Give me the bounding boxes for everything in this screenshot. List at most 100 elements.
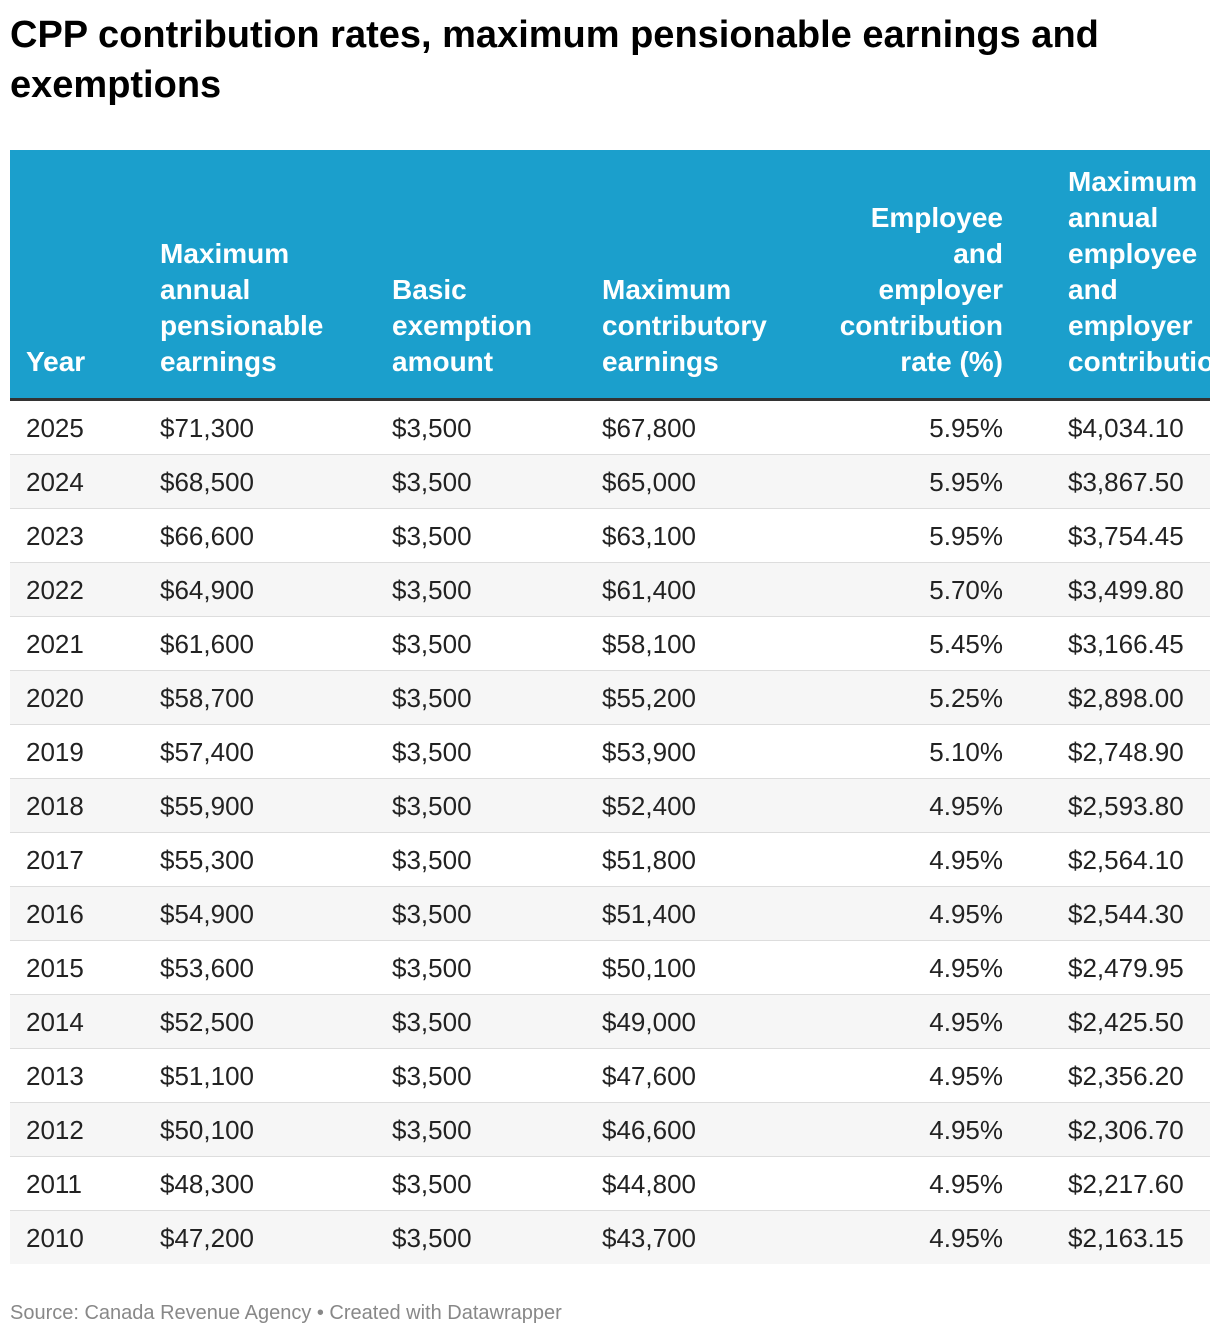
table-cell: $3,500 [392, 629, 472, 659]
table-cell: $51,400 [602, 899, 696, 929]
table-cell: $53,600 [160, 953, 254, 983]
table-cell: $2,163.15 [1068, 1223, 1184, 1253]
table-cell: $55,200 [602, 683, 696, 713]
table-cell: $3,500 [392, 575, 472, 605]
table-row: 2017 $55,300 $3,500 $51,800 4.95% $2,564.10 [10, 833, 1210, 887]
table-row: 2022 $64,900 $3,500 $61,400 5.70% $3,499.80 [10, 563, 1210, 617]
table-cell: 2011 [26, 1169, 82, 1199]
table-cell: $3,499.80 [1068, 575, 1184, 605]
column-header: Maximum annual pensionable earnings [160, 238, 324, 377]
table-cell: $3,500 [392, 467, 472, 497]
table-cell: $43,700 [602, 1223, 696, 1253]
table-cell: 2017 [26, 845, 84, 875]
table-cell: 4.95% [929, 1061, 1003, 1091]
title: CPP contribution rates, maximum pensiona… [10, 14, 1099, 106]
table-row: 2015 $53,600 $3,500 $50,100 4.95% $2,479.95 [10, 941, 1210, 995]
table-row: 2011 $48,300 $3,500 $44,800 4.95% $2,217.60 [10, 1157, 1210, 1211]
table-cell: $2,564.10 [1068, 845, 1184, 875]
table-cell: $2,544.30 [1068, 899, 1184, 929]
table-cell: $3,500 [392, 1223, 472, 1253]
table-cell: 4.95% [929, 1223, 1003, 1253]
table-cell: $3,500 [392, 1169, 472, 1199]
table-cell: 2018 [26, 791, 84, 821]
table-cell: 4.95% [929, 899, 1003, 929]
table-cell: $3,500 [392, 1115, 472, 1145]
table-cell: 2023 [26, 521, 84, 551]
table-cell: 4.95% [929, 953, 1003, 983]
table-cell: $61,600 [160, 629, 254, 659]
table-row: 2016 $54,900 $3,500 $51,400 4.95% $2,544.30 [10, 887, 1210, 941]
table-cell: 2016 [26, 899, 84, 929]
table-row: 2021 $61,600 $3,500 $58,100 5.45% $3,166.45 [10, 617, 1210, 671]
table-cell: $3,500 [392, 1007, 472, 1037]
table-cell: 4.95% [929, 791, 1003, 821]
table-row: 2014 $52,500 $3,500 $49,000 4.95% $2,425.50 [10, 995, 1210, 1049]
table-cell: $2,306.70 [1068, 1115, 1184, 1145]
table-cell: $3,754.45 [1068, 521, 1184, 551]
table-cell: $53,900 [602, 737, 696, 767]
table-cell: $3,500 [392, 683, 472, 713]
table-cell: $67,800 [602, 413, 696, 443]
table-cell: 2014 [26, 1007, 84, 1037]
column-header: Basic exemption amount [392, 274, 533, 377]
table-cell: $52,500 [160, 1007, 254, 1037]
table-cell: $51,100 [160, 1061, 254, 1091]
table-cell: $68,500 [160, 467, 254, 497]
table-row: 2019 $57,400 $3,500 $53,900 5.10% $2,748.90 [10, 725, 1210, 779]
table-cell: $46,600 [602, 1115, 696, 1145]
table-cell: $64,900 [160, 575, 254, 605]
table-cell: 2025 [26, 413, 84, 443]
table-row: 2010 $47,200 $3,500 $43,700 4.95% $2,163.15 [10, 1211, 1210, 1264]
table-cell: $63,100 [602, 521, 696, 551]
table-cell: $50,100 [160, 1115, 254, 1145]
table-cell: 2019 [26, 737, 84, 767]
table-cell: 5.95% [929, 413, 1003, 443]
table-cell: 5.95% [929, 521, 1003, 551]
table-row: 2018 $55,900 $3,500 $52,400 4.95% $2,593.80 [10, 779, 1210, 833]
table-cell: 2010 [26, 1223, 84, 1253]
table-row: 2012 $50,100 $3,500 $46,600 4.95% $2,306.70 [10, 1103, 1210, 1157]
table-cell: $44,800 [602, 1169, 696, 1199]
table-cell: $55,900 [160, 791, 254, 821]
table-cell: $3,500 [392, 1061, 472, 1091]
table-cell: 2020 [26, 683, 84, 713]
table-cell: $3,500 [392, 845, 472, 875]
table-cell: 5.45% [929, 629, 1003, 659]
column-header: Employee and employer contribution rate … [839, 202, 1003, 377]
table-cell: $3,500 [392, 953, 472, 983]
table-cell: 2015 [26, 953, 84, 983]
table-cell: 2024 [26, 467, 84, 497]
footer: Source: Canada Revenue Agency • Created … [10, 1302, 562, 1324]
table-cell: 4.95% [929, 845, 1003, 875]
table-cell: $4,034.10 [1068, 413, 1184, 443]
table-cell: 5.25% [929, 683, 1003, 713]
table-cell: $55,300 [160, 845, 254, 875]
table-cell: $2,898.00 [1068, 683, 1184, 713]
table-cell: 4.95% [929, 1007, 1003, 1037]
table-cell: $2,479.95 [1068, 953, 1184, 983]
table-cell: $2,425.50 [1068, 1007, 1184, 1037]
table-cell: $50,100 [602, 953, 696, 983]
table-cell: 5.95% [929, 467, 1003, 497]
table-cell: $3,500 [392, 521, 472, 551]
table-cell: $52,400 [602, 791, 696, 821]
table-cell: 5.10% [929, 737, 1003, 767]
table-cell: $49,000 [602, 1007, 696, 1037]
table-cell: $47,200 [160, 1223, 254, 1253]
table-row: 2024 $68,500 $3,500 $65,000 5.95% $3,867.50 [10, 455, 1210, 509]
table-cell: $58,700 [160, 683, 254, 713]
column-header: Maximum annual employee and employer con… [1068, 166, 1210, 377]
table-cell: 2022 [26, 575, 84, 605]
table-cell: $51,800 [602, 845, 696, 875]
table-cell: $2,217.60 [1068, 1169, 1184, 1199]
table-cell: $71,300 [160, 413, 254, 443]
table-cell: $65,000 [602, 467, 696, 497]
table-cell: $66,600 [160, 521, 254, 551]
table-row: 2013 $51,100 $3,500 $47,600 4.95% $2,356.20 [10, 1049, 1210, 1103]
table-cell: 2012 [26, 1115, 84, 1145]
table-cell: $3,500 [392, 413, 472, 443]
table-cell: $61,400 [602, 575, 696, 605]
table-cell: 5.70% [929, 575, 1003, 605]
table-cell: $54,900 [160, 899, 254, 929]
